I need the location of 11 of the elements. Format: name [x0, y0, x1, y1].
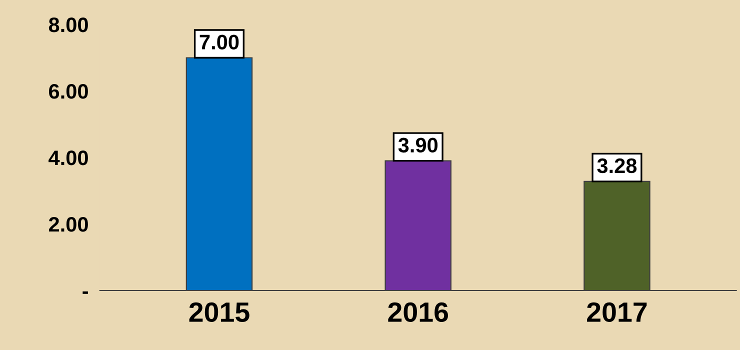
- y-tick-label: 8.00: [48, 18, 88, 32]
- y-tick-label: -: [82, 291, 88, 294]
- x-tick-label: 2015: [189, 302, 250, 322]
- x-tick-label: 2016: [388, 302, 448, 322]
- x-tick-label: 2017: [587, 302, 647, 322]
- y-tick-label: 2.00: [48, 217, 88, 232]
- y-tick-label: 4.00: [48, 150, 88, 166]
- data-label: 7.00: [200, 34, 239, 50]
- data-label: 3.28: [597, 158, 637, 174]
- y-tick-label: 6.00: [49, 84, 88, 99]
- data-label: 3.90: [398, 138, 438, 153]
